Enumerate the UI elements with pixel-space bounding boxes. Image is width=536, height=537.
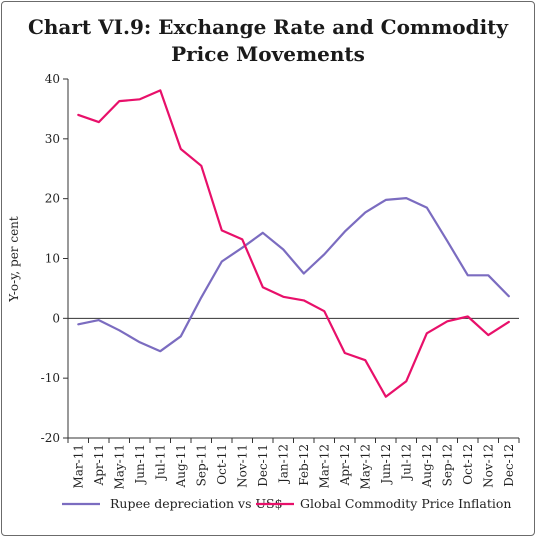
x-axis-ticks: Mar-11 Apr-11 May-11 Jun-11 Jul-11 Aug-11 Sep-… <box>67 438 520 490</box>
x-tick-label: Apr-11 <box>92 444 106 486</box>
legend-label-1: Rupee depreciation vs US$ <box>110 496 283 511</box>
x-tick-label: May-12 <box>358 444 372 490</box>
y-tick-label: -20 <box>41 431 60 445</box>
y-axis-title: Y-o-y, per cent <box>7 216 21 303</box>
x-tick-label: Jan-12 <box>276 444 290 485</box>
series-line-2 <box>77 89 510 398</box>
x-tick-label: Oct-11 <box>215 444 229 485</box>
x-tick-label: Jun-12 <box>379 444 393 486</box>
y-tick-label: 10 <box>45 252 60 266</box>
x-tick-label: Mar-12 <box>317 444 331 489</box>
y-tick-label: -10 <box>41 371 60 385</box>
x-tick-label: Jul-12 <box>399 444 413 482</box>
chart-title-line-2: Price Movements <box>171 42 365 66</box>
x-tick-label: Dec-12 <box>502 444 516 487</box>
x-tick-label: Oct-12 <box>461 444 475 485</box>
y-tick-label: 20 <box>45 192 60 206</box>
chart-title-line-1: Chart VI.9: Exchange Rate and Commodity <box>27 15 509 39</box>
series-layer <box>77 89 510 398</box>
y-tick-label: 40 <box>45 72 60 86</box>
x-tick-label: May-11 <box>112 444 126 490</box>
x-tick-label: Sep-11 <box>194 444 208 486</box>
x-tick-label: Apr-12 <box>338 444 352 486</box>
x-tick-label: Sep-12 <box>440 444 454 486</box>
legend-label-2: Global Commodity Price Inflation <box>300 496 511 511</box>
chart-title: Chart VI.9: Exchange Rate and Commodity … <box>0 14 536 68</box>
x-tick-label: Jul-11 <box>153 444 167 482</box>
x-tick-label: Nov-12 <box>481 444 495 488</box>
x-tick-label: Mar-11 <box>71 444 85 489</box>
chart-legend: Rupee depreciation vs US$ Global Commodit… <box>62 496 511 511</box>
y-axis-ticks: 40 30 20 10 0 -10 -20 <box>41 72 68 445</box>
x-tick-label: Feb-12 <box>297 444 311 486</box>
y-tick-label: 30 <box>45 132 60 146</box>
x-tick-label: Jun-11 <box>133 444 147 486</box>
series-line-1 <box>77 197 510 353</box>
chart-axes <box>67 79 519 439</box>
x-tick-label: Aug-11 <box>174 444 188 488</box>
y-tick-label: 0 <box>52 311 60 325</box>
x-tick-label: Nov-11 <box>235 444 249 488</box>
x-tick-label: Aug-12 <box>420 444 434 488</box>
x-tick-label: Dec-11 <box>256 444 270 487</box>
